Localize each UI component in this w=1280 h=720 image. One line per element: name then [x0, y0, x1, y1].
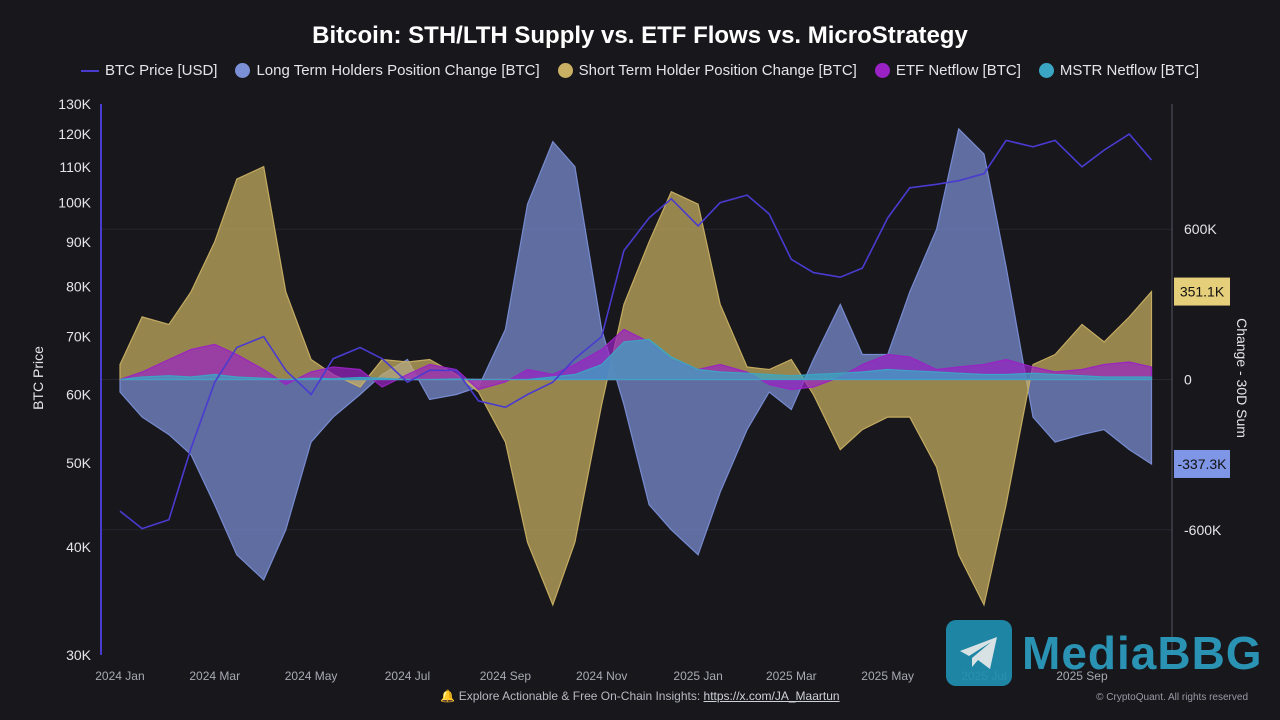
- mstr-area: [119, 338, 1153, 381]
- footer: 🔔 Explore Actionable & Free On-Chain Ins…: [0, 689, 1280, 703]
- y-right-tick-label: -600K: [1184, 522, 1222, 538]
- last-value-label: 351.1K: [1180, 284, 1225, 300]
- last-value-label: -337.3K: [1177, 456, 1227, 472]
- legend-label: Long Term Holders Position Change [BTC]: [256, 62, 540, 79]
- footer-link[interactable]: https://x.com/JA_Maartun: [703, 689, 840, 703]
- y-left-tick-label: 30K: [66, 647, 92, 663]
- y-left-tick-label: 90K: [66, 234, 92, 250]
- copyright: © CryptoQuant. All rights reserved: [1096, 692, 1248, 703]
- btc-price-line: [119, 133, 1153, 530]
- x-tick-label: 2025 Jan: [673, 669, 722, 683]
- legend-label: ETF Netflow [BTC]: [895, 62, 1021, 79]
- legend-label: BTC Price [USD]: [104, 62, 218, 79]
- y-left-tick-label: 100K: [58, 195, 91, 211]
- legend-dot-swatch: [557, 63, 573, 78]
- last-value-badge: [1174, 449, 1230, 478]
- legend-dot-swatch: [1038, 63, 1054, 78]
- legend-item-btc-price[interactable]: BTC Price [USD]: [80, 62, 218, 79]
- sth-area: [119, 165, 1153, 607]
- x-tick-label: 2024 Mar: [189, 669, 240, 683]
- legend-item-lth[interactable]: Long Term Holders Position Change [BTC]: [235, 62, 540, 79]
- y-left-tick-label: 50K: [66, 455, 92, 471]
- legend-item-sth[interactable]: Short Term Holder Position Change [BTC]: [557, 62, 857, 79]
- footer-text: Explore Actionable & Free On-Chain Insig…: [458, 689, 701, 703]
- y-left-tick-label: 110K: [59, 159, 91, 175]
- watermark-text: MediaBBG: [1022, 627, 1263, 679]
- last-value-badge: [1174, 277, 1230, 306]
- x-tick-label: 2024 Jul: [385, 669, 430, 683]
- y-left-tick-label: 130K: [58, 96, 91, 112]
- x-tick-label: 2024 Sep: [480, 669, 532, 683]
- y-left-tick-label: 60K: [66, 387, 92, 403]
- y-axis-right-label: Change - 30D Sum: [1234, 318, 1250, 438]
- x-tick-label: 2024 Nov: [576, 669, 627, 683]
- chart-title: Bitcoin: STH/LTH Supply vs. ETF Flows vs…: [312, 22, 968, 49]
- legend-dot-swatch: [874, 63, 890, 78]
- x-tick-label: 2025 Sep: [1056, 669, 1108, 683]
- y-right-tick-label: 600K: [1184, 221, 1217, 237]
- legend-item-etf[interactable]: ETF Netflow [BTC]: [874, 62, 1021, 79]
- lth-area: [119, 127, 1153, 581]
- chart-legend: BTC Price [USD] Long Term Holders Positi…: [0, 62, 1280, 79]
- y-axis-left-label: BTC Price: [30, 346, 46, 410]
- y-left-tick-label: 40K: [66, 539, 92, 555]
- legend-dot-swatch: [235, 63, 251, 78]
- x-tick-label: 2025 May: [861, 669, 914, 683]
- legend-label: Short Term Holder Position Change [BTC]: [578, 62, 857, 79]
- x-tick-label: 2025 Mar: [766, 669, 817, 683]
- legend-item-mstr[interactable]: MSTR Netflow [BTC]: [1038, 62, 1200, 79]
- y-left-tick-label: 70K: [66, 329, 92, 345]
- y-right-tick-label: 0: [1184, 372, 1192, 388]
- x-tick-label: 2024 Jan: [95, 669, 144, 683]
- y-left-tick-label: 120K: [58, 126, 91, 142]
- watermark: MediaBBG: [946, 620, 1263, 686]
- bell-icon: 🔔: [440, 689, 456, 703]
- x-tick-label: 2024 May: [285, 669, 338, 683]
- legend-line-swatch: [80, 69, 99, 72]
- legend-label: MSTR Netflow [BTC]: [1059, 62, 1200, 79]
- y-left-tick-label: 80K: [66, 278, 92, 294]
- telegram-icon: [946, 620, 1012, 686]
